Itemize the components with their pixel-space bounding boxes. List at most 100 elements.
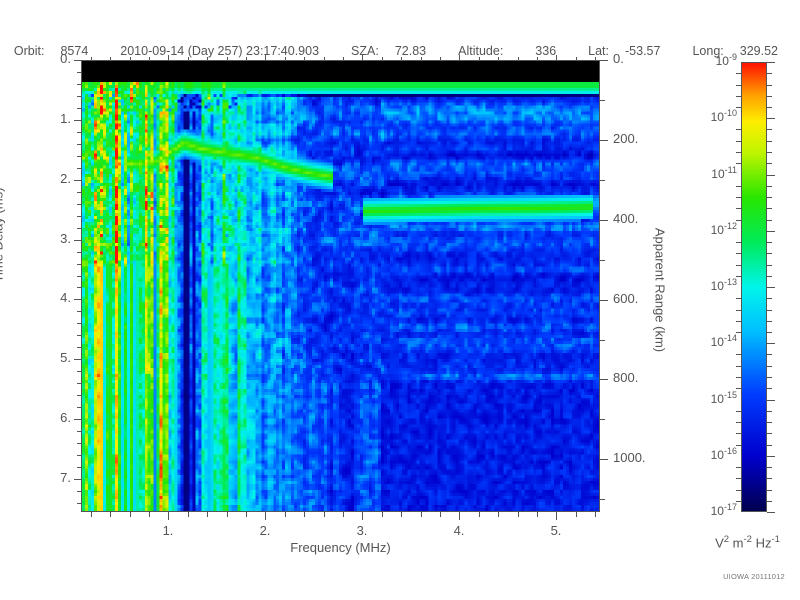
x-tick-minor (576, 512, 577, 517)
orbit-label: Orbit: (13, 44, 45, 58)
y-tick-minor (77, 84, 81, 85)
colorbar-tick-label: 10-10 (710, 108, 737, 124)
y-tick-label: 7. (60, 470, 71, 485)
x-tick-major (265, 512, 266, 520)
colorbar-tick-minor (767, 186, 772, 187)
y-tick-minor (77, 144, 81, 145)
x-tick-minor (130, 512, 131, 517)
y2-tick-major (600, 379, 608, 380)
y-tick-minor (77, 371, 81, 372)
unit-v: V (715, 535, 724, 551)
x-tick-minor (382, 512, 383, 517)
y-tick-minor (77, 443, 81, 444)
x-tick-minor-top (324, 57, 325, 60)
colorbar-tick-minor-left (736, 242, 741, 243)
y-tick-major (74, 419, 81, 420)
colorbar-tick-minor (767, 253, 772, 254)
y-tick-major (74, 359, 81, 360)
lat-label: Lat: (588, 44, 610, 58)
colorbar-tick-minor (767, 433, 772, 434)
y-tick-label: 2. (60, 171, 71, 186)
colorbar-tick-minor (767, 411, 772, 412)
x-tick-minor (595, 512, 596, 517)
y-tick-label: 5. (60, 350, 71, 365)
y-tick-minor (77, 347, 81, 348)
colorbar-tick-minor (767, 422, 772, 423)
x-tick-minor (285, 512, 286, 517)
x-tick-minor (421, 512, 422, 517)
colorbar-tick-minor-left (736, 433, 741, 434)
colorbar-tick-minor-left (736, 107, 741, 108)
y-tick-minor (77, 287, 81, 288)
x-tick-minor-top (285, 57, 286, 60)
colorbar-tick-minor (767, 467, 772, 468)
x-tick-minor-top (149, 57, 150, 60)
unit-v-exp: 2 (723, 534, 730, 545)
x-tick-major-top (556, 55, 557, 60)
y-tick-minor (77, 335, 81, 336)
x-tick-major (168, 512, 169, 520)
x-tick-minor (518, 512, 519, 517)
y2-tick-minor (600, 340, 605, 341)
y-tick-minor (77, 323, 81, 324)
unit-hz-exp: -1 (771, 534, 780, 545)
y-tick-minor (77, 407, 81, 408)
colorbar-tick-minor-left (736, 490, 741, 491)
colorbar-tick-label: 10-9 (715, 52, 737, 68)
colorbar-tick-label: 10-15 (710, 390, 737, 406)
colorbar-tick-major (767, 118, 775, 119)
colorbar-tick-minor (767, 490, 772, 491)
x-tick-major-top (265, 55, 266, 60)
y-tick-label: 6. (60, 410, 71, 425)
x-tick-minor-top (207, 57, 208, 60)
x-tick-minor (304, 512, 305, 517)
long-label: Long: (692, 44, 724, 58)
x-tick-minor (537, 512, 538, 517)
y-tick-minor (77, 395, 81, 396)
x-tick-label: 3. (356, 523, 368, 538)
colorbar-tick-minor-left (736, 73, 741, 74)
colorbar-tick-minor-left (736, 85, 741, 86)
ionogram-plot-area (81, 60, 600, 512)
colorbar-tick-minor-left (736, 422, 741, 423)
colorbar-tick-minor (767, 388, 772, 389)
colorbar-tick-major (767, 175, 775, 176)
x-tick-minor (149, 512, 150, 517)
x-tick-label: 5. (550, 523, 562, 538)
colorbar-tick-minor (767, 310, 772, 311)
colorbar-tick-minor-left (736, 478, 741, 479)
y2-tick-minor (600, 260, 605, 261)
colorbar-tick-minor (767, 107, 772, 108)
colorbar-tick-minor (767, 242, 772, 243)
y-tick-major (74, 299, 81, 300)
y2-tick-major (600, 140, 608, 141)
x-tick-minor-top (401, 57, 402, 60)
x-tick-minor-top (421, 57, 422, 60)
y-tick-minor (77, 491, 81, 492)
colorbar-tick-minor-left (736, 445, 741, 446)
y2-tick-label: 0. (613, 51, 624, 66)
colorbar-tick-minor-left (736, 152, 741, 153)
x-tick-minor (91, 512, 92, 517)
y-tick-minor (77, 503, 81, 504)
colorbar-tick-minor-left (736, 220, 741, 221)
x-tick-major-top (459, 55, 460, 60)
y2-tick-major (600, 300, 608, 301)
x-tick-minor (343, 512, 344, 517)
altitude-value: 336 (535, 44, 557, 58)
observation-datetime: 2010-09-14 (Day 257) 23:17:40.903 (120, 44, 320, 58)
colorbar-tick-label: 10-12 (710, 221, 737, 237)
y-tick-major (74, 180, 81, 181)
x-tick-minor (227, 512, 228, 517)
x-tick-minor (324, 512, 325, 517)
y2-tick-major (600, 220, 608, 221)
y-tick-minor (77, 228, 81, 229)
x-tick-minor-top (246, 57, 247, 60)
colorbar-tick-minor (767, 141, 772, 142)
y-axis-label-right: Apparent Range (km) (652, 227, 668, 353)
colorbar-tick-minor-left (736, 377, 741, 378)
colorbar-tick-minor-left (736, 366, 741, 367)
unit-m: m (729, 535, 744, 551)
x-tick-label: 2. (259, 523, 271, 538)
colorbar-tick-major (767, 400, 775, 401)
